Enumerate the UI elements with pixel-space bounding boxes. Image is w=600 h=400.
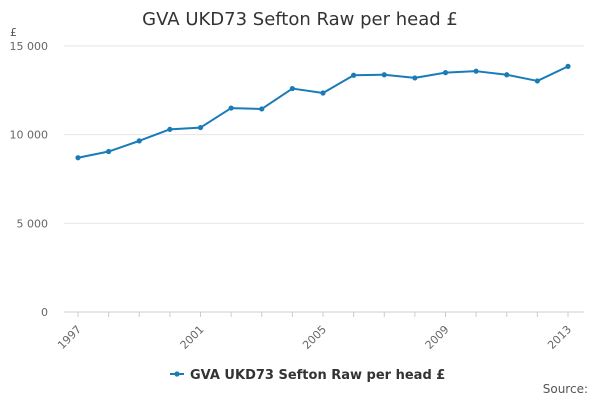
data-point	[75, 155, 81, 161]
data-point	[136, 138, 142, 144]
series-line	[77, 65, 569, 159]
y-tick-label: 0	[41, 306, 48, 319]
data-point	[167, 126, 173, 132]
data-point	[228, 105, 234, 111]
y-axis-unit-label: £	[10, 26, 17, 39]
chart-title: GVA UKD73 Sefton Raw per head £	[142, 9, 458, 30]
data-point	[565, 63, 571, 69]
y-axis: 0 5 000 10 000 15 000	[10, 40, 49, 319]
y-tick-label: 10 000	[10, 129, 49, 142]
legend-label: GVA UKD73 Sefton Raw per head £	[190, 368, 445, 383]
legend[interactable]: GVA UKD73 Sefton Raw per head £	[170, 368, 445, 383]
data-point	[442, 70, 449, 76]
gridlines	[64, 45, 584, 313]
x-tick-label: 2013	[545, 323, 574, 352]
x-tick-label: 2001	[178, 323, 207, 352]
data-point	[259, 106, 265, 112]
data-point	[197, 124, 204, 131]
legend-marker-icon	[174, 371, 180, 377]
x-axis: 1997 2001 2005 2009 2013	[55, 312, 574, 352]
data-point	[351, 72, 357, 78]
data-point	[412, 75, 418, 81]
y-tick-label: 5 000	[17, 217, 49, 230]
source-label: Source:	[543, 382, 588, 396]
x-tick-label: 2005	[300, 323, 329, 352]
y-tick-label: 15 000	[10, 40, 49, 53]
data-point	[289, 85, 295, 92]
x-tick-label: 1997	[55, 323, 84, 352]
data-point	[320, 90, 326, 96]
data-point	[381, 72, 387, 78]
x-tick-label: 2009	[423, 323, 452, 352]
data-point	[473, 68, 479, 74]
data-point	[106, 148, 112, 155]
data-point	[504, 72, 510, 78]
plot-area	[75, 63, 571, 161]
data-point	[534, 78, 540, 84]
